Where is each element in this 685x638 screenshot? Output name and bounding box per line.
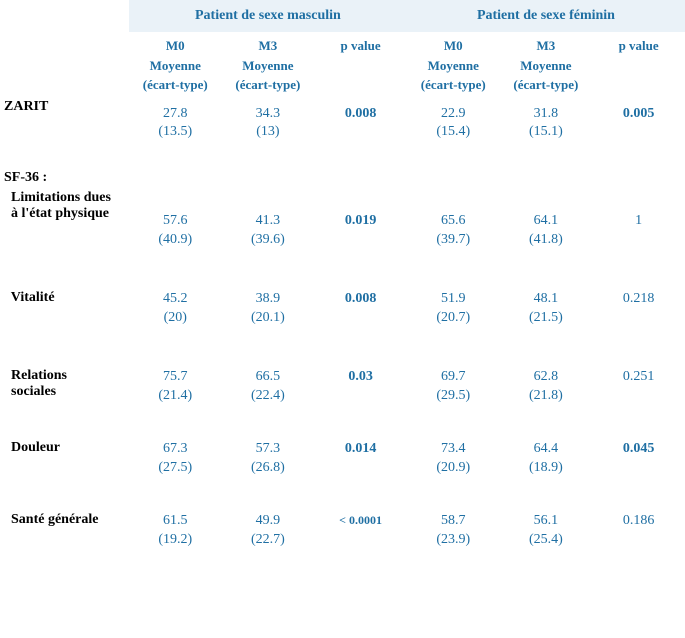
moyenne-label: Moyenne xyxy=(428,58,479,73)
subheader-female-p: p value xyxy=(592,32,685,99)
subheader-male-m3: M3 Moyenne (écart-type) xyxy=(222,32,315,99)
vit-male-m3: 38.9(20.1) xyxy=(222,272,315,350)
m3-label: M3 xyxy=(259,38,278,53)
results-table: Patient de sexe masculin Patient de sexe… xyxy=(0,0,685,559)
ecart-label: (écart-type) xyxy=(421,77,486,92)
sub-header-row: M0 Moyenne (écart-type) M3 Moyenne (écar… xyxy=(0,32,685,99)
san-female-p: 0.186 xyxy=(592,500,685,560)
header-female: Patient de sexe féminin xyxy=(407,0,685,32)
vit-female-m3: 48.1(21.5) xyxy=(500,272,593,350)
row-douleur: Douleur 67.3(27.5) 57.3(26.8) 0.014 73.4… xyxy=(0,422,685,500)
moyenne-label: Moyenne xyxy=(520,58,571,73)
rel-female-p: 0.251 xyxy=(592,350,685,422)
label-relations-1: Relations xyxy=(0,350,129,384)
label-sante: Santé générale xyxy=(0,500,129,560)
ecart-label: (écart-type) xyxy=(143,77,208,92)
vit-female-p: 0.218 xyxy=(592,272,685,350)
limitations-empty xyxy=(129,190,685,206)
rel-female-m3: 62.8(21.8) xyxy=(500,350,593,422)
san-male-p: < 0.0001 xyxy=(314,500,407,560)
label-limitations-2: à l'état physique xyxy=(0,206,129,272)
san-female-m3: 56.1(25.4) xyxy=(500,500,593,560)
label-vitalite: Vitalité xyxy=(0,272,129,350)
zarit-male-m0: 27.8(13.5) xyxy=(129,99,222,153)
zarit-female-m0: 22.9(15.4) xyxy=(407,99,500,153)
limit-male-m0: 57.6(40.9) xyxy=(129,206,222,272)
subheader-male-p: p value xyxy=(314,32,407,99)
label-limitations-1: Limitations dues xyxy=(0,190,129,206)
sf36-empty xyxy=(129,152,685,190)
limit-female-p: 1 xyxy=(592,206,685,272)
dou-female-m3: 64.4(18.9) xyxy=(500,422,593,500)
limit-male-p: 0.019 xyxy=(314,206,407,272)
label-douleur: Douleur xyxy=(0,422,129,500)
dou-female-p: 0.045 xyxy=(592,422,685,500)
row-sf36-section: SF-36 : xyxy=(0,152,685,190)
dou-male-m0: 67.3(27.5) xyxy=(129,422,222,500)
limit-female-m0: 65.6(39.7) xyxy=(407,206,500,272)
zarit-male-m3: 34.3(13) xyxy=(222,99,315,153)
subheader-female-m0: M0 Moyenne (écart-type) xyxy=(407,32,500,99)
label-zarit: ZARIT xyxy=(0,99,129,153)
san-female-m0: 58.7(23.9) xyxy=(407,500,500,560)
rel-female-m0: 69.7(29.5) xyxy=(407,350,500,422)
dou-male-m3: 57.3(26.8) xyxy=(222,422,315,500)
dou-female-m0: 73.4(20.9) xyxy=(407,422,500,500)
ecart-label: (écart-type) xyxy=(513,77,578,92)
subheader-male-m0: M0 Moyenne (écart-type) xyxy=(129,32,222,99)
m0-label: M0 xyxy=(166,38,185,53)
row-vitalite: Vitalité 45.2(20) 38.9(20.1) 0.008 51.9(… xyxy=(0,272,685,350)
vit-female-m0: 51.9(20.7) xyxy=(407,272,500,350)
rel-male-p: 0.03 xyxy=(314,350,407,422)
zarit-female-p: 0.005 xyxy=(592,99,685,153)
header-male: Patient de sexe masculin xyxy=(129,0,407,32)
moyenne-label: Moyenne xyxy=(242,58,293,73)
san-male-m3: 49.9(22.7) xyxy=(222,500,315,560)
row-limitations: à l'état physique 57.6(40.9) 41.3(39.6) … xyxy=(0,206,685,272)
san-male-m0: 61.5(19.2) xyxy=(129,500,222,560)
label-relations-2: sociales xyxy=(0,384,129,422)
m0-label: M0 xyxy=(444,38,463,53)
zarit-male-p: 0.008 xyxy=(314,99,407,153)
rel-male-m0: 75.7(21.4) xyxy=(129,350,222,422)
row-sante: Santé générale 61.5(19.2) 49.9(22.7) < 0… xyxy=(0,500,685,560)
row-zarit: ZARIT 27.8(13.5) 34.3(13) 0.008 22.9(15.… xyxy=(0,99,685,153)
limit-female-m3: 64.1(41.8) xyxy=(500,206,593,272)
label-sf36: SF-36 : xyxy=(0,152,129,190)
dou-male-p: 0.014 xyxy=(314,422,407,500)
header-blank xyxy=(0,0,129,32)
moyenne-label: Moyenne xyxy=(150,58,201,73)
subheader-blank xyxy=(0,32,129,99)
row-relations-pre: Relations 75.7(21.4) 66.5(22.4) 0.03 69.… xyxy=(0,350,685,384)
rel-male-m3: 66.5(22.4) xyxy=(222,350,315,422)
limit-male-m3: 41.3(39.6) xyxy=(222,206,315,272)
m3-label: M3 xyxy=(537,38,556,53)
vit-male-m0: 45.2(20) xyxy=(129,272,222,350)
row-limitations-pre: Limitations dues xyxy=(0,190,685,206)
group-header-row: Patient de sexe masculin Patient de sexe… xyxy=(0,0,685,32)
zarit-female-m3: 31.8(15.1) xyxy=(500,99,593,153)
ecart-label: (écart-type) xyxy=(235,77,300,92)
vit-male-p: 0.008 xyxy=(314,272,407,350)
subheader-female-m3: M3 Moyenne (écart-type) xyxy=(500,32,593,99)
